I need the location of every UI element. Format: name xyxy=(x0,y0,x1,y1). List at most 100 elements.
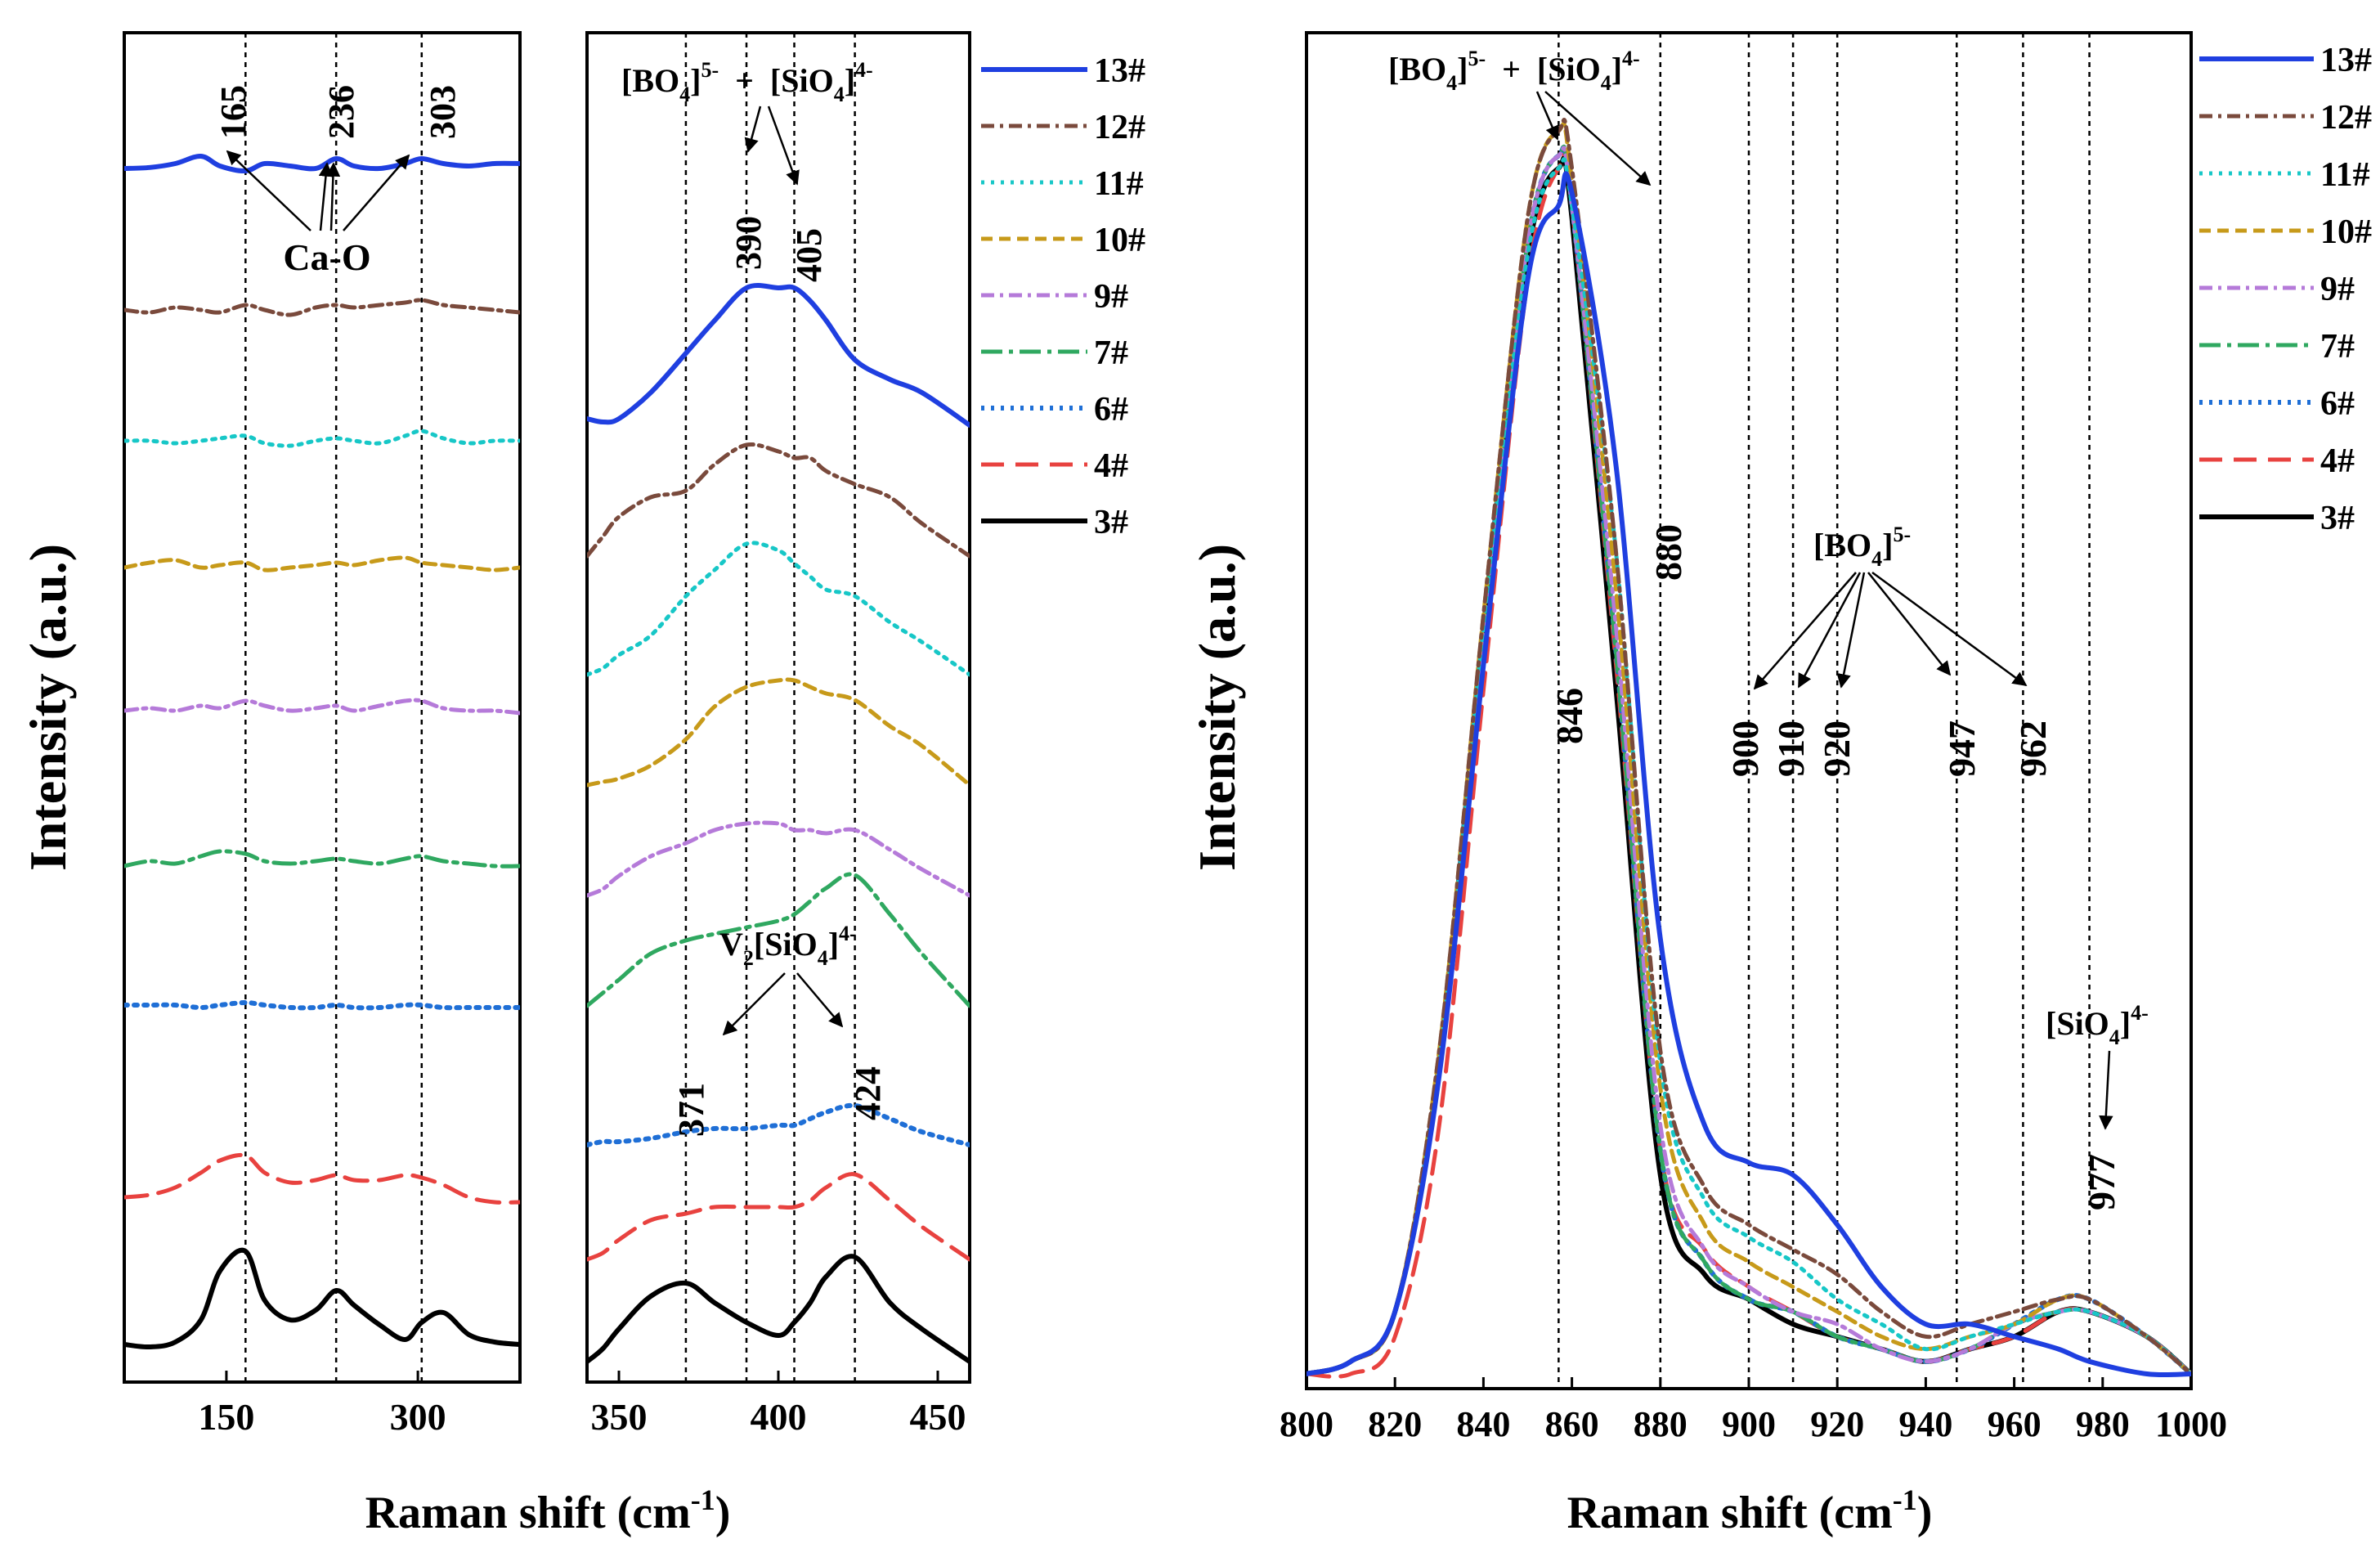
peak-label-303: 303 xyxy=(423,85,463,139)
arrow-977 xyxy=(2099,1050,2113,1130)
legend-label-4: 4# xyxy=(2320,442,2355,480)
series-line-12 xyxy=(587,442,970,559)
series-line-10 xyxy=(124,555,520,572)
arrow-371 xyxy=(722,972,786,1036)
series-line-7 xyxy=(587,872,970,1008)
v2-sio4-label: V2[SiO4]4- xyxy=(719,922,857,970)
peak-label-390: 390 xyxy=(728,216,769,270)
bo4-sio4-label-p2: [BO4]5- + [SiO4]4- xyxy=(621,58,873,106)
legend-label-7: 7# xyxy=(2320,328,2355,366)
panel2-frame xyxy=(585,31,971,1384)
x-tick-label: 300 xyxy=(390,1396,446,1438)
legend-label-6: 6# xyxy=(2320,385,2355,423)
panel2-curves xyxy=(587,283,970,1364)
ca-o-arrow-236b xyxy=(325,162,341,231)
legend-label-10: 10# xyxy=(2320,213,2372,251)
ca-o-arrow-165 xyxy=(226,150,312,231)
x-tick-label: 960 xyxy=(1988,1404,2042,1444)
left-y-axis-label: Intensity (a.u.) xyxy=(19,544,77,871)
series-line-6 xyxy=(124,999,520,1011)
series-line-13 xyxy=(124,154,520,174)
arrow-910 xyxy=(1797,572,1862,689)
panel1-curves xyxy=(124,154,520,1350)
x-tick-label: 940 xyxy=(1898,1404,1952,1444)
series-line-7 xyxy=(124,849,520,869)
x-tick-label: 820 xyxy=(1368,1404,1422,1444)
arrow-390 xyxy=(744,105,762,153)
series-line-6 xyxy=(587,1102,970,1147)
arrow-962 xyxy=(1871,571,2028,687)
peak-label-947: 947 xyxy=(1941,720,1983,777)
series-line-9 xyxy=(587,820,970,898)
bo4-label-p3: [BO4]5- xyxy=(1813,523,1911,571)
series-line-12 xyxy=(124,298,520,317)
arrow-405 xyxy=(767,105,800,186)
peak-label-371: 371 xyxy=(671,1083,711,1137)
peak-label-165: 165 xyxy=(213,85,253,139)
arrow-846 xyxy=(1535,91,1559,141)
legend-label-12: 12# xyxy=(1094,109,1145,146)
x-tick-label: 980 xyxy=(2076,1404,2130,1444)
x-tick-label: 800 xyxy=(1280,1404,1333,1444)
series-line-3 xyxy=(124,1247,520,1350)
x-tick-label: 840 xyxy=(1456,1404,1510,1444)
ca-o-label: Ca-O xyxy=(283,236,370,278)
x-tick-label: 150 xyxy=(198,1396,254,1438)
series-line-13 xyxy=(1307,171,2191,1378)
arrow-880 xyxy=(1544,91,1652,186)
panel3-annotations: [BO4]5- + [SiO4]4- 846 880 [BO4]5- 900 910… xyxy=(1388,47,2149,1210)
legend-label-9: 9# xyxy=(1094,278,1128,316)
peak-label-846: 846 xyxy=(1549,688,1590,744)
ca-o-arrow-303 xyxy=(343,154,410,231)
peak-label-900: 900 xyxy=(1724,720,1766,777)
right-y-axis-label: Intensity (a.u.) xyxy=(1188,544,1246,871)
legend-label-11: 11# xyxy=(2320,156,2370,194)
legend-label-3: 3# xyxy=(2320,500,2355,537)
legend-label-3: 3# xyxy=(1094,504,1128,541)
arrow-947 xyxy=(1867,572,1952,676)
x-tick-label: 400 xyxy=(751,1396,807,1438)
bo4-sio4-label-p3: [BO4]5- + [SiO4]4- xyxy=(1388,47,1640,95)
peak-label-910: 910 xyxy=(1770,720,1812,777)
legend-label-12: 12# xyxy=(2320,99,2372,137)
arrow-920 xyxy=(1836,572,1866,689)
panel1-annotations: 165 236 303 Ca-O xyxy=(213,85,463,278)
legend-label-6: 6# xyxy=(1094,391,1128,429)
series-line-4 xyxy=(587,1172,970,1262)
panel1-x-ticks: 150 300 xyxy=(198,1371,446,1438)
peak-label-920: 920 xyxy=(1816,720,1858,777)
series-line-13 xyxy=(587,283,970,428)
right-x-axis-label: Raman shift (cm-1) xyxy=(1567,1483,1933,1538)
peak-label-405: 405 xyxy=(789,228,829,282)
panel2-x-ticks: 350 400 450 xyxy=(591,1371,966,1438)
series-line-12 xyxy=(1307,118,2191,1376)
peak-label-962: 962 xyxy=(2012,720,2054,777)
x-tick-label: 920 xyxy=(1810,1404,1864,1444)
arrow-900 xyxy=(1753,572,1857,690)
series-line-10 xyxy=(587,677,970,788)
x-tick-label: 350 xyxy=(591,1396,648,1438)
legend-label-7: 7# xyxy=(1094,334,1128,372)
legend-label-4: 4# xyxy=(1094,447,1128,485)
legend-label-13: 13# xyxy=(2320,42,2372,79)
x-tick-label: 880 xyxy=(1634,1404,1688,1444)
series-line-9 xyxy=(124,698,520,716)
panel3-x-ticks: 800 820 840 860 880 900 920 940 960 980 1000 xyxy=(1280,1377,2227,1444)
peak-label-236: 236 xyxy=(321,85,361,139)
ca-o-arrow-236a xyxy=(318,162,334,231)
legend-left: 13# 12# 11# 10# 9# 7# 6# 4# 3# xyxy=(981,52,1145,541)
panel3-curves xyxy=(1307,118,2191,1379)
legend-label-11: 11# xyxy=(1094,165,1144,203)
legend-label-9: 9# xyxy=(2320,271,2355,308)
left-x-axis-label: Raman shift (cm-1) xyxy=(365,1483,731,1538)
series-line-3 xyxy=(587,1254,970,1364)
x-tick-label: 860 xyxy=(1545,1404,1599,1444)
panel1-frame xyxy=(123,31,522,1384)
arrow-424 xyxy=(796,972,844,1028)
legend-label-10: 10# xyxy=(1094,222,1145,259)
x-tick-label: 450 xyxy=(910,1396,966,1438)
panel2-annotations: [BO4]5- + [SiO4]4- 390 405 V2[SiO4]4- 371 … xyxy=(621,58,888,1137)
legend-right: 13# 12# 11# 10# 9# 7# 6# 4# 3# xyxy=(2199,42,2372,537)
legend-label-13: 13# xyxy=(1094,52,1145,90)
